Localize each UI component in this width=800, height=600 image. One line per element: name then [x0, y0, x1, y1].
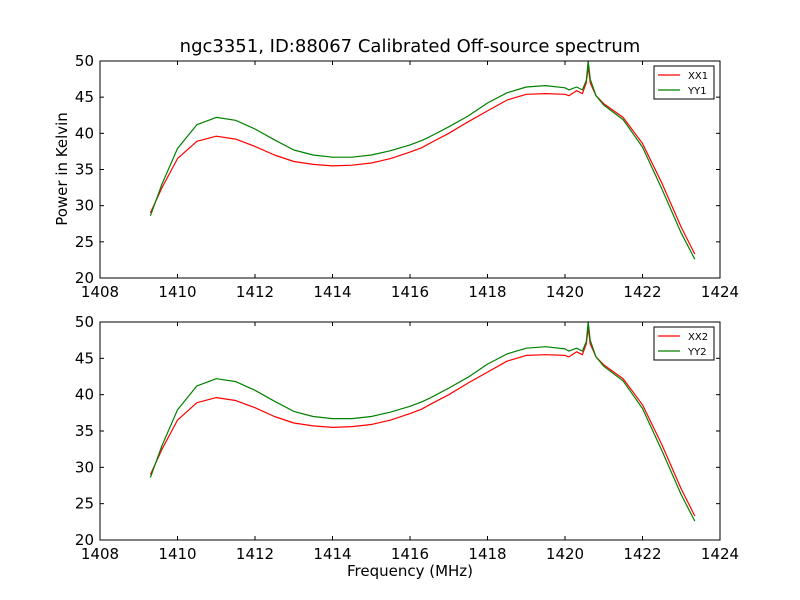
y-tick-label: 20 — [75, 269, 94, 287]
x-tick-label: 1422 — [623, 283, 661, 301]
y-tick-label: 50 — [75, 313, 94, 331]
x-tick-label: 1418 — [468, 545, 506, 563]
x-tick-label: 1424 — [701, 283, 739, 301]
bottom-panel: 1408 1410 1412 1414 1416 1418 1420 1422 1424 20 25… — [75, 313, 739, 563]
x-tick-label: 1424 — [701, 545, 739, 563]
x-tick-label: 1408 — [81, 283, 119, 301]
x-tick-label: 1414 — [313, 545, 351, 563]
x-tick-label: 1410 — [158, 545, 196, 563]
x-tick-label: 1416 — [391, 283, 429, 301]
y-tick-label: 35 — [75, 422, 94, 440]
x-tick-label: 1410 — [158, 283, 196, 301]
y-tick-label: 20 — [75, 531, 94, 549]
x-tick-label: 1412 — [236, 283, 274, 301]
y-tick-label: 25 — [75, 495, 94, 513]
y-tick-label: 40 — [75, 124, 94, 142]
x-tick-label: 1416 — [391, 545, 429, 563]
y-tick-label: 35 — [75, 161, 94, 179]
top-panel: 1408 1410 1412 1414 1416 1418 1420 1422 1424 20 25… — [75, 52, 739, 301]
y-tick-label: 30 — [75, 458, 94, 476]
x-tick-label: 1418 — [468, 283, 506, 301]
legend-label-yy2: YY2 — [687, 347, 707, 358]
chart-title: ngc3351, ID:88067 Calibrated Off-source … — [180, 36, 641, 57]
legend-label-xx2: XX2 — [688, 332, 708, 343]
x-tick-label: 1420 — [546, 283, 584, 301]
x-tick-label: 1408 — [81, 545, 119, 563]
x-tick-label: 1414 — [313, 283, 351, 301]
y-tick-label: 45 — [75, 88, 94, 106]
x-tick-label: 1422 — [623, 545, 661, 563]
series-line-yy2 — [149, 321, 696, 522]
y-tick-label: 50 — [75, 52, 94, 70]
legend-label-yy1: YY1 — [687, 86, 707, 97]
y-tick-label: 30 — [75, 197, 94, 215]
y-axis-label: Power in Kelvin — [53, 112, 71, 226]
y-tick-label: 45 — [75, 349, 94, 367]
y-tick-label: 40 — [75, 386, 94, 404]
x-tick-label: 1420 — [546, 545, 584, 563]
legend-label-xx1: XX1 — [688, 71, 708, 82]
series-line-yy1 — [149, 60, 696, 260]
legend-box — [653, 326, 715, 361]
legend-box — [653, 65, 715, 100]
x-axis-label: Frequency (MHz) — [347, 562, 473, 580]
y-tick-label: 25 — [75, 233, 94, 251]
x-tick-label: 1412 — [236, 545, 274, 563]
